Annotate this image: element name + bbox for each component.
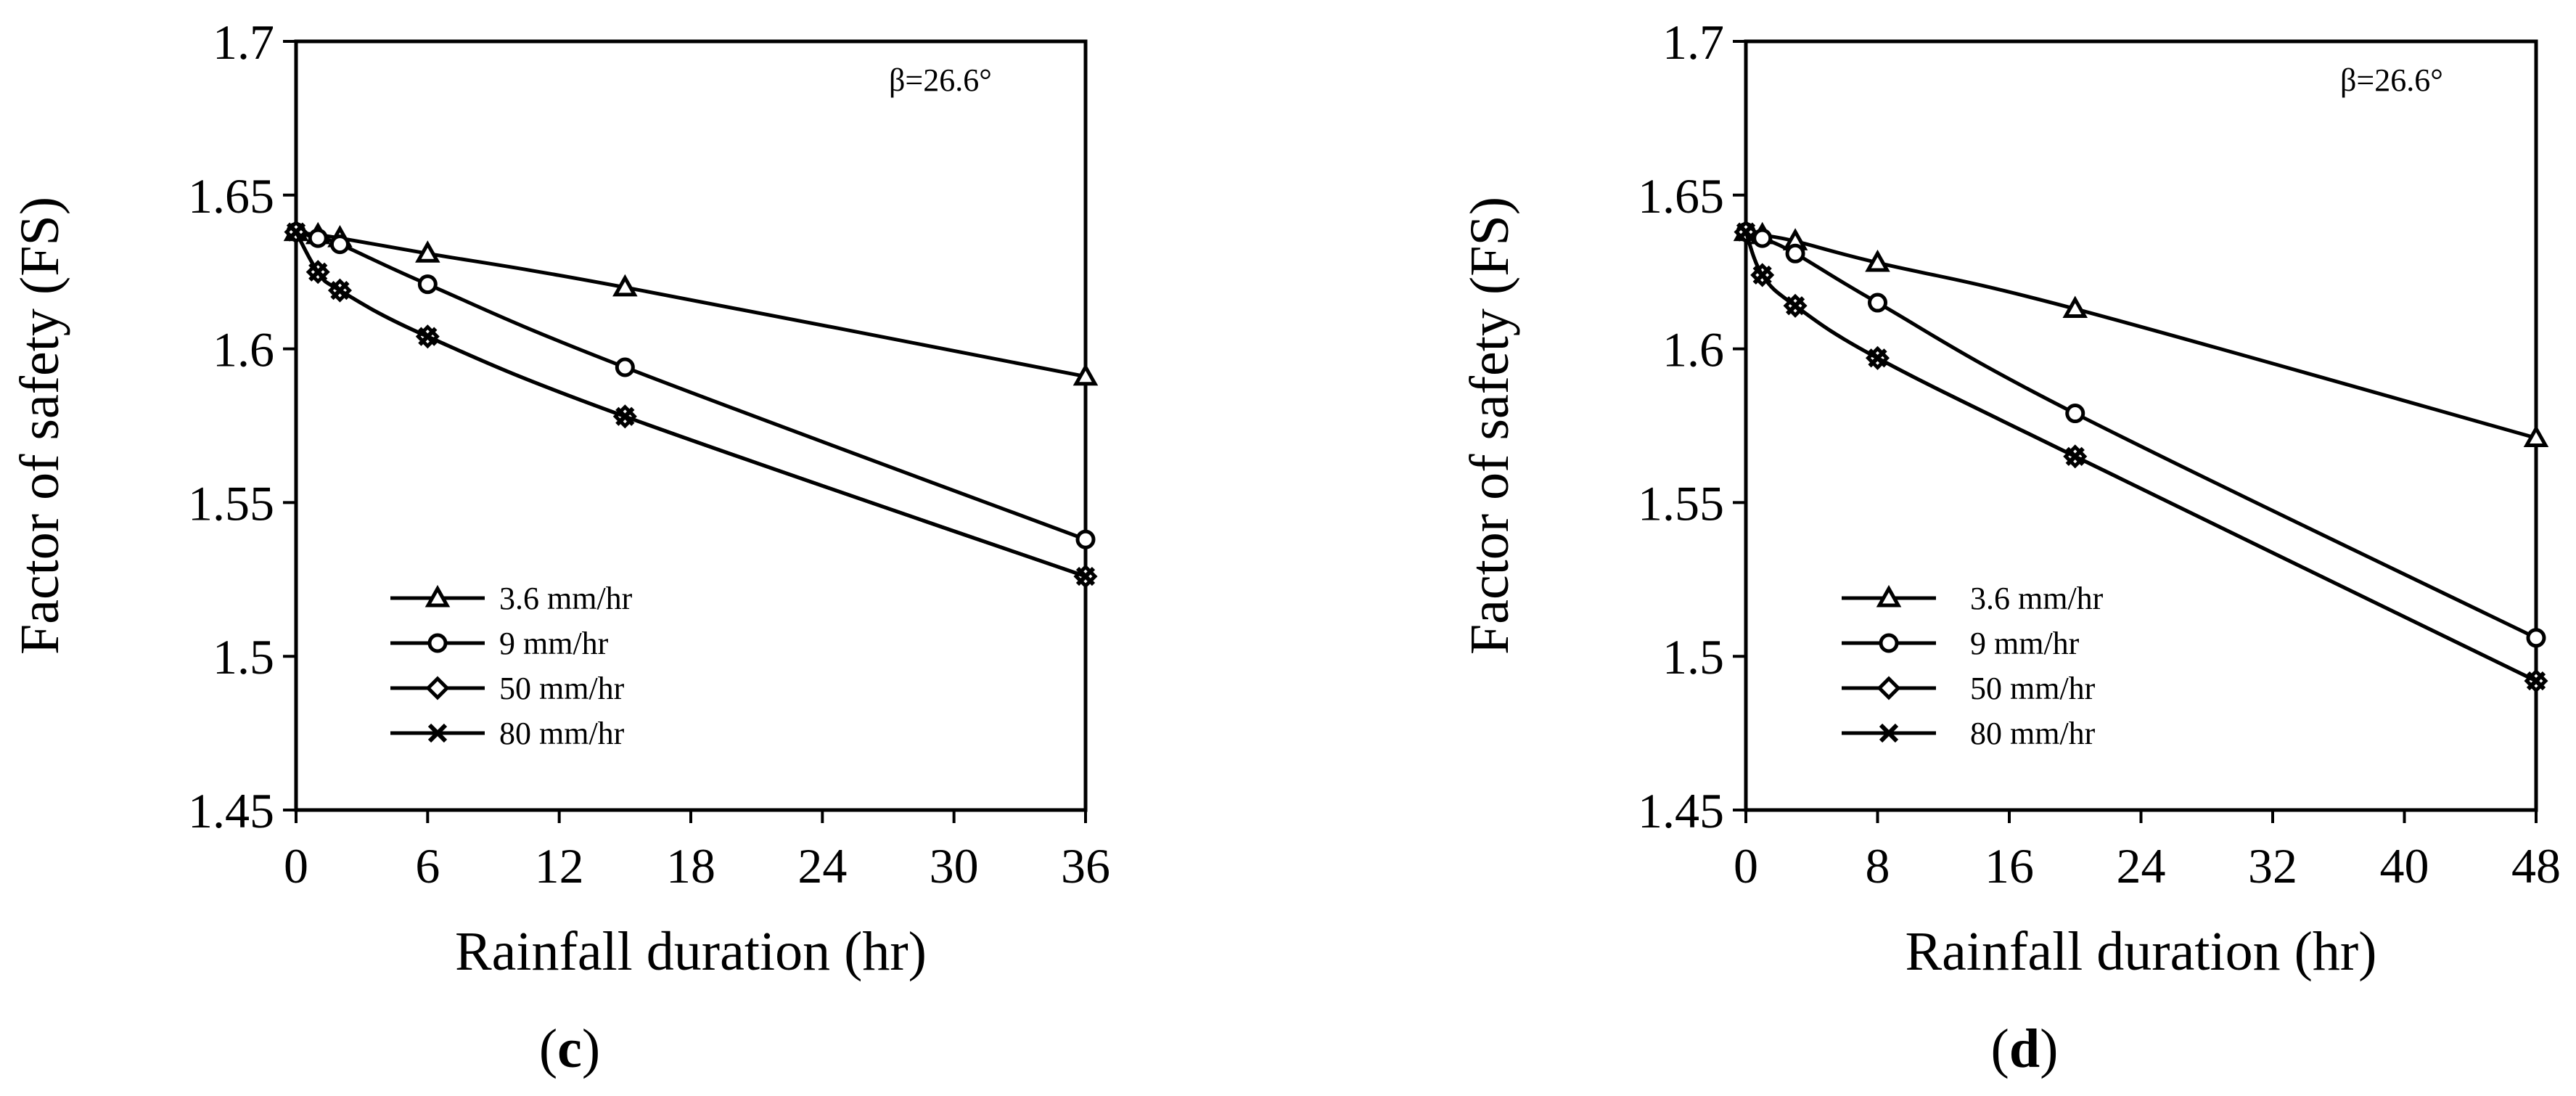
legend-marker-x: [1879, 723, 1899, 743]
data-point-x: [2526, 671, 2546, 691]
data-point-triangle: [2523, 425, 2549, 447]
legend-marker-x: [427, 723, 448, 743]
x-tick-label: 32: [2248, 838, 2297, 893]
data-point-circle: [615, 357, 635, 377]
chart-panel-d: 1.45 1.5 1.55 1.6 1.65 1.7 0 8 16 24 32 40 48 Rainfal…: [1459, 15, 2561, 1079]
panel-label-close-paren: ): [2040, 1018, 2058, 1079]
x-tick-label: 40: [2380, 838, 2429, 893]
data-point-circle: [2065, 404, 2085, 424]
data-point-circle: [308, 228, 328, 248]
legend-label: 9 mm/hr: [499, 626, 609, 661]
data-point-x: [615, 406, 635, 426]
slope-angle-annotation: β=26.6°: [2340, 62, 2443, 98]
legend-marker-diamond: [1876, 676, 1901, 700]
data-point-circle: [329, 234, 350, 255]
data-point-triangle: [415, 240, 440, 263]
x-tick-label: 36: [1061, 838, 1110, 893]
x-tick-label: 6: [415, 838, 440, 893]
legend-label: 50 mm/hr: [499, 671, 625, 706]
panel-label: (c): [539, 1018, 600, 1079]
panel-label-letter: c: [557, 1018, 582, 1079]
data-point-x: [1868, 348, 1887, 368]
data-point-circle: [2526, 628, 2546, 648]
data-point-triangle: [1865, 249, 1890, 272]
panel-label-open-paren: (: [539, 1018, 557, 1079]
y-tick-label: 1.55: [188, 475, 274, 531]
x-tick-label: 48: [2511, 838, 2561, 893]
y-axis-title: Factor of safety (FS): [9, 197, 70, 655]
y-tick-label: 1.6: [1662, 322, 1724, 377]
data-point-circle: [1075, 529, 1096, 549]
data-point-circle: [1868, 293, 1887, 313]
y-tick-label: 1.65: [1638, 168, 1724, 224]
x-tick-label: 0: [284, 838, 308, 893]
y-tick-label: 1.7: [1662, 15, 1724, 70]
data-point-x: [286, 222, 306, 242]
y-axis-title: Factor of safety (FS): [1459, 197, 1520, 655]
legend-marker-diamond: [425, 676, 450, 700]
y-tick-label: 1.5: [213, 629, 274, 684]
x-tick-label: 8: [1866, 838, 1890, 893]
y-tick-label: 1.55: [1638, 475, 1724, 531]
panel-label-close-paren: ): [582, 1018, 600, 1079]
panel-label: (d): [1991, 1018, 2059, 1079]
y-tick-label: 1.5: [1662, 629, 1724, 684]
panel-label-letter: d: [2009, 1018, 2040, 1079]
legend-label: 80 mm/hr: [1970, 716, 2096, 751]
data-point-circle: [1785, 243, 1805, 263]
y-tick-label: 1.7: [213, 15, 274, 70]
legend-marker-circle: [1879, 633, 1899, 653]
data-point-x: [418, 327, 438, 346]
x-tick-label: 24: [2117, 838, 2166, 893]
x-tick-label: 24: [797, 838, 847, 893]
data-point-x: [2065, 446, 2085, 466]
legend-label: 50 mm/hr: [1970, 671, 2096, 706]
data-point-x: [1785, 296, 1805, 316]
y-tick-label: 1.6: [213, 322, 274, 377]
legend-marker-triangle: [424, 584, 451, 608]
legend-marker-circle: [427, 633, 448, 653]
legend-label: 3.6 mm/hr: [499, 581, 633, 616]
data-point-triangle: [612, 274, 638, 297]
data-point-triangle: [2062, 295, 2088, 319]
data-point-x: [1075, 566, 1096, 586]
data-point-x: [308, 262, 328, 282]
data-point-triangle: [1072, 363, 1099, 386]
y-tick-label: 1.65: [188, 168, 274, 224]
y-tick-label: 1.45: [188, 783, 274, 838]
legend-label: 3.6 mm/hr: [1970, 581, 2104, 616]
panel-label-open-paren: (: [1991, 1018, 2009, 1079]
data-point-x: [330, 280, 350, 300]
legend-marker-triangle: [1876, 584, 1902, 608]
y-tick-label: 1.45: [1638, 783, 1724, 838]
x-tick-label: 12: [535, 838, 584, 893]
legend-label: 9 mm/hr: [1970, 626, 2080, 661]
data-point-circle: [417, 274, 438, 295]
x-axis-title: Rainfall duration (hr): [1905, 921, 2376, 982]
x-axis-title: Rainfall duration (hr): [455, 921, 927, 982]
data-point-x: [1752, 265, 1772, 285]
data-point-x: [1736, 222, 1756, 242]
x-tick-label: 18: [666, 838, 715, 893]
chart-panel-c: 1.45 1.5 1.55 1.6 1.65 1.7 0 6 12 18 24 30 36 Rainfal…: [9, 15, 1110, 1079]
slope-angle-annotation: β=26.6°: [889, 62, 992, 98]
x-tick-label: 30: [930, 838, 979, 893]
x-tick-label: 0: [1734, 838, 1758, 893]
legend-label: 80 mm/hr: [499, 716, 625, 751]
x-tick-label: 16: [1985, 838, 2034, 893]
